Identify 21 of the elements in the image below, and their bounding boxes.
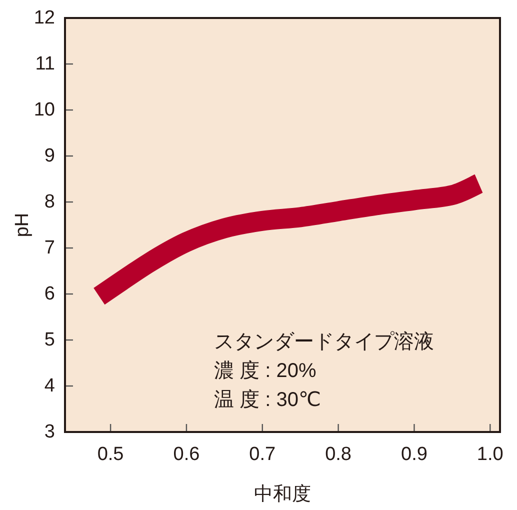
x-tick-label: 0.6 [173,444,200,465]
x-axis-title: 中和度 [254,483,311,505]
y-tick-label: 9 [44,146,55,166]
y-tick-label: 8 [44,192,55,212]
y-tick-label: 3 [44,422,55,442]
y-tick-label: 12 [34,8,55,28]
annotation: 温 度 : 30℃ [214,389,321,411]
y-axis-title: pH [12,212,33,238]
x-tick-label: 0.9 [401,444,428,465]
y-tick-label: 7 [44,238,55,258]
x-tick-label: 0.5 [97,444,124,465]
annotation: スタンダードタイプ溶液 [214,331,434,353]
y-tick-label: 4 [44,376,56,396]
y-tick-label: 6 [44,284,55,304]
annotation: 濃 度 : 20% [214,360,316,382]
x-tick-label: 1.0 [476,444,504,465]
x-tick-label: 0.8 [325,444,352,465]
x-tick-label: 0.7 [249,444,276,465]
y-tick-label: 5 [44,330,55,350]
y-tick-label: 11 [35,54,55,74]
y-tick-label: 10 [34,100,55,120]
